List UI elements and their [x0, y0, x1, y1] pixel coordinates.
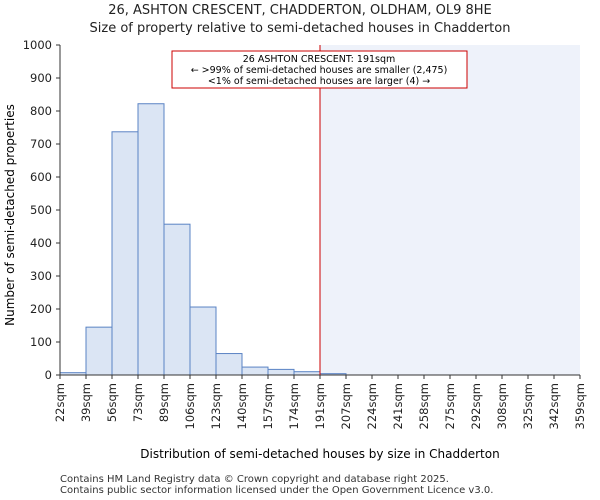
x-tick-label: 359sqm: [573, 383, 587, 429]
y-tick-label: 900: [30, 71, 52, 85]
y-tick-label: 300: [30, 269, 52, 283]
y-axis-label: Number of semi-detached properties: [3, 104, 17, 326]
y-tick-label: 600: [30, 170, 52, 184]
y-tick-label: 400: [30, 236, 52, 250]
histogram-bar: [163, 223, 191, 376]
x-tick-label: 89sqm: [157, 383, 171, 422]
annotation-line-3: <1% of semi-detached houses are larger (…: [208, 76, 430, 87]
histogram-bar: [111, 131, 139, 376]
x-tick-label: 241sqm: [391, 383, 405, 429]
x-tick-label: 140sqm: [235, 383, 249, 429]
y-tick-label: 0: [45, 368, 52, 382]
x-tick-label: 22sqm: [53, 383, 67, 422]
y-tick-label: 200: [30, 302, 52, 316]
annotation-line-1: 26 ASHTON CRESCENT: 191sqm: [243, 54, 396, 65]
chart-title: 26, ASHTON CRESCENT, CHADDERTON, OLDHAM,…: [108, 3, 492, 18]
x-tick-label: 157sqm: [261, 383, 275, 429]
histogram-bar: [241, 366, 269, 376]
x-tick-label: 39sqm: [79, 383, 93, 422]
y-tick-label: 100: [30, 335, 52, 349]
x-tick-label: 123sqm: [209, 383, 223, 429]
histogram-bar: [267, 368, 295, 376]
footer-copyright: Contains HM Land Registry data © Crown c…: [60, 474, 449, 485]
larger-region-highlight: [320, 45, 580, 375]
x-tick-label: 207sqm: [339, 383, 353, 429]
x-tick-label: 342sqm: [547, 383, 561, 429]
y-tick-label: 700: [30, 137, 52, 151]
histogram-bar: [189, 306, 217, 376]
x-tick-label: 275sqm: [443, 383, 457, 429]
x-tick-label: 325sqm: [521, 383, 535, 429]
x-tick-label: 191sqm: [313, 383, 327, 429]
histogram-bar: [215, 353, 243, 376]
x-axis-label: Distribution of semi-detached houses by …: [140, 447, 499, 461]
annotation-box: 26 ASHTON CRESCENT: 191sqm ← >99% of sem…: [171, 50, 468, 89]
x-tick-label: 258sqm: [417, 383, 431, 429]
x-tick-label: 308sqm: [495, 383, 509, 429]
annotation-line-2: ← >99% of semi-detached houses are small…: [191, 65, 448, 76]
x-tick-label: 56sqm: [105, 383, 119, 422]
y-tick-label: 1000: [23, 38, 52, 52]
histogram-bar: [85, 326, 113, 376]
x-tick-label: 73sqm: [131, 383, 145, 422]
y-tick-label: 500: [30, 203, 52, 217]
footer-licence: Contains public sector information licen…: [60, 485, 494, 496]
x-tick-label: 174sqm: [287, 383, 301, 429]
x-tick-label: 224sqm: [365, 383, 379, 429]
histogram-bar: [137, 103, 165, 376]
chart-subtitle: Size of property relative to semi-detach…: [89, 21, 511, 36]
x-tick-label: 106sqm: [183, 383, 197, 429]
x-tick-label: 292sqm: [469, 383, 483, 429]
y-tick-label: 800: [30, 104, 52, 118]
